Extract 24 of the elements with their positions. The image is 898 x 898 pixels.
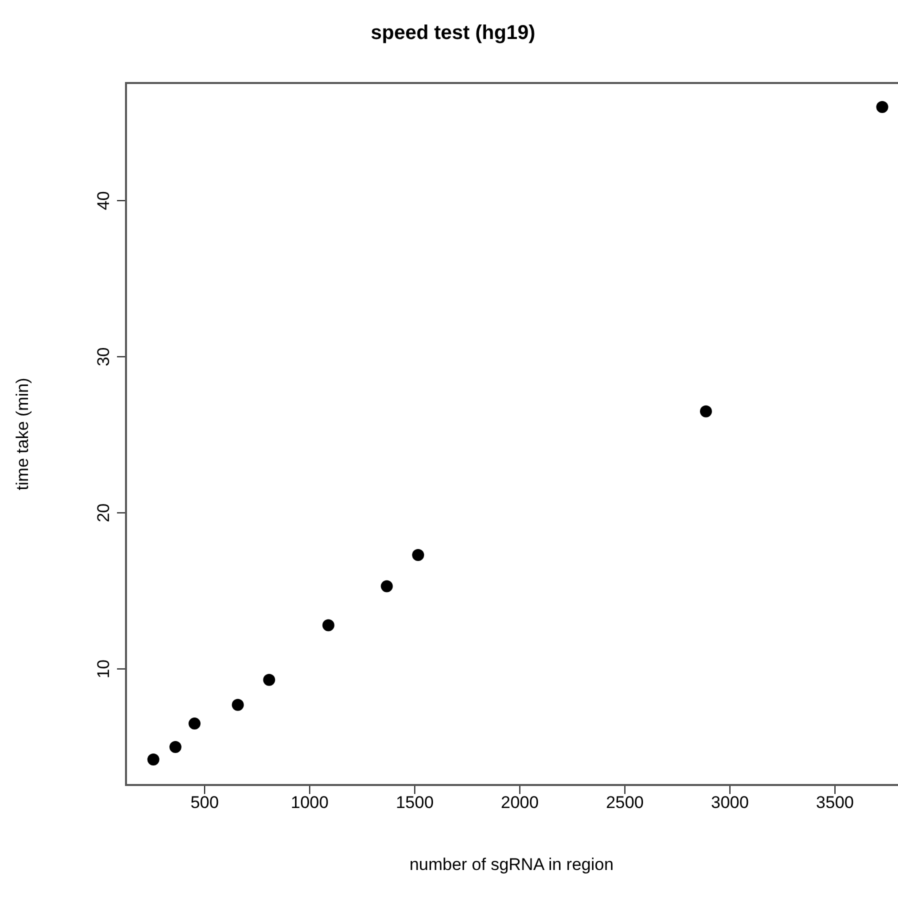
y-tick-label: 20 <box>94 503 113 522</box>
point <box>380 580 393 592</box>
point <box>700 405 712 418</box>
y-tick-label: 30 <box>94 347 113 366</box>
x-tick-label: 1500 <box>396 793 434 812</box>
point <box>322 619 334 632</box>
point <box>263 674 276 686</box>
chart-title: speed test (hg19) <box>370 22 536 45</box>
x-tick-label: 3500 <box>816 793 854 812</box>
point <box>232 698 244 711</box>
x-tick-label: 1000 <box>290 793 329 812</box>
x-tick-label: 2000 <box>500 793 539 812</box>
point <box>147 753 160 766</box>
y-tick-label: 10 <box>94 659 113 678</box>
point <box>169 740 182 753</box>
x-tick-label: 500 <box>190 793 219 812</box>
x-tick-label: 3000 <box>710 793 749 812</box>
y-axis-title: time take (min) <box>13 378 32 490</box>
y-tick-label: 40 <box>94 191 113 210</box>
x-axis-title: number of sgRNA in region <box>409 855 614 874</box>
x-tick-label: 2500 <box>606 793 644 812</box>
point <box>412 548 424 561</box>
point <box>188 718 201 730</box>
point <box>876 100 888 113</box>
